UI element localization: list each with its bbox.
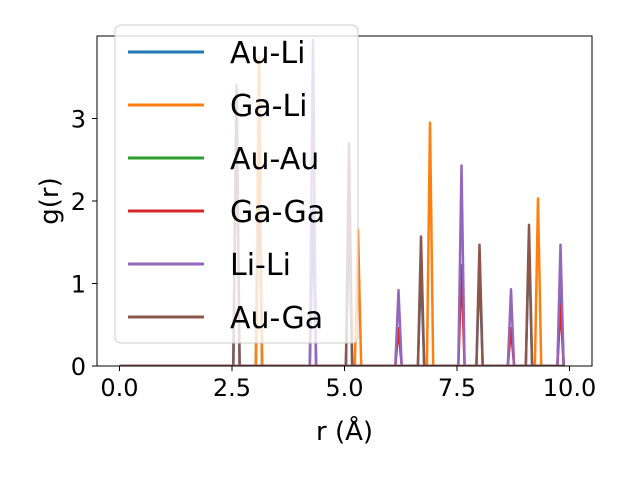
x-tick-label: 7.5 xyxy=(438,374,476,402)
legend: Au-Li Ga-Li Au-Au Ga-Ga Li-Li Au-Ga xyxy=(114,24,359,344)
y-tick-label: 2 xyxy=(71,188,86,216)
x-tick-label: 10.0 xyxy=(543,374,596,402)
y-axis-label: g(r) xyxy=(35,177,65,224)
x-axis-ticks: 0.0 2.5 5.0 7.5 10.0 xyxy=(100,366,596,402)
legend-label-au-ga: Au-Ga xyxy=(230,301,323,336)
legend-frame xyxy=(114,24,359,344)
legend-items: Au-Li Ga-Li Au-Au Ga-Ga Li-Li Au-Ga xyxy=(128,36,325,336)
y-tick-label: 3 xyxy=(71,106,86,134)
x-axis-label: r (Å) xyxy=(316,415,373,447)
x-tick-label: 0.0 xyxy=(100,374,138,402)
x-tick-label: 2.5 xyxy=(213,374,251,402)
y-axis-ticks: 0 1 2 3 xyxy=(71,106,97,381)
legend-label-li-li: Li-Li xyxy=(230,248,291,283)
y-tick-label: 1 xyxy=(71,271,86,299)
legend-label-au-au: Au-Au xyxy=(230,142,319,177)
legend-label-au-li: Au-Li xyxy=(230,36,305,71)
legend-label-ga-ga: Ga-Ga xyxy=(230,195,325,230)
series-line-ga-ga xyxy=(119,264,565,366)
legend-label-ga-li: Ga-Li xyxy=(230,89,308,124)
x-tick-label: 5.0 xyxy=(325,374,363,402)
y-tick-label: 0 xyxy=(71,353,86,381)
